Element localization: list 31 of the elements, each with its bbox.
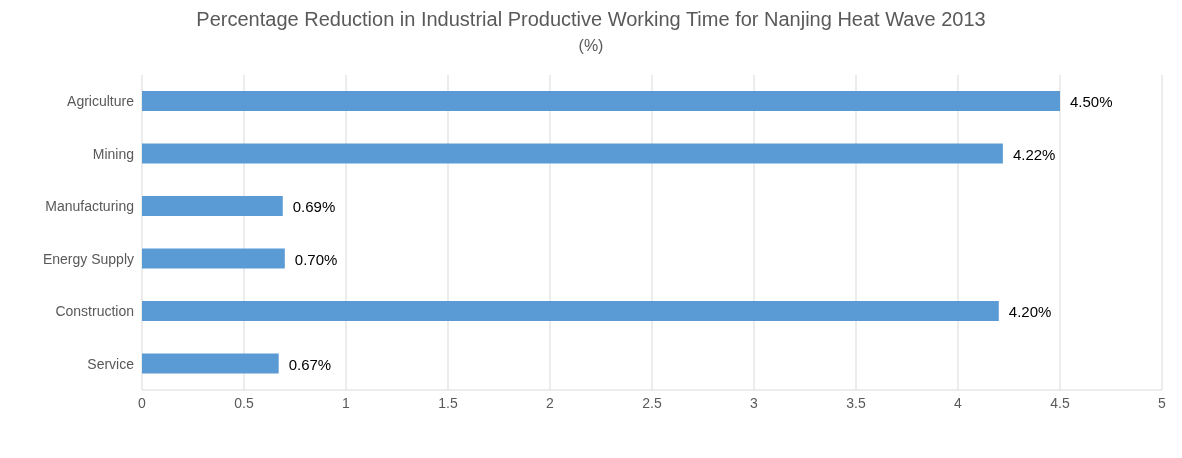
x-tick-label: 0.5 <box>234 394 254 411</box>
x-tick-label: 3.5 <box>846 394 866 411</box>
x-tick-label: 2.5 <box>642 394 662 411</box>
x-tick-label: 4.5 <box>1050 394 1070 411</box>
bar <box>142 353 279 374</box>
x-tick-label: 0 <box>138 394 147 411</box>
data-label: 4.50% <box>1070 93 1113 110</box>
y-tick-label: Service <box>87 355 135 372</box>
bar <box>142 196 283 216</box>
x-tick-label: 2 <box>546 394 555 411</box>
bar <box>142 248 285 269</box>
x-tick-label: 1.5 <box>438 394 458 411</box>
bar <box>142 91 1060 111</box>
data-label: 0.69% <box>292 198 336 215</box>
bar <box>142 301 999 321</box>
data-label: 4.22% <box>1012 145 1056 163</box>
x-tick-label: 1 <box>342 394 351 411</box>
x-tick-label: 5 <box>1158 394 1167 411</box>
bar <box>142 143 1003 164</box>
x-tick-label: 4 <box>954 394 963 411</box>
y-tick-label: Agriculture <box>67 93 135 110</box>
data-label: 0.67% <box>288 355 332 373</box>
data-label: 4.20% <box>1008 303 1052 320</box>
data-label: 0.70% <box>294 250 338 268</box>
y-tick-label: Construction <box>55 303 134 320</box>
chart-subtitle: (%) <box>577 37 605 55</box>
y-tick-label: Mining <box>92 145 134 162</box>
y-tick-label: Energy Supply <box>42 250 134 267</box>
chart-title: Percentage Reduction in Industrial Productive Working Time for Nanjing Heat Wave 2013 <box>195 8 987 31</box>
x-tick-label: 3 <box>750 394 759 411</box>
y-tick-label: Manufacturing <box>45 198 134 215</box>
